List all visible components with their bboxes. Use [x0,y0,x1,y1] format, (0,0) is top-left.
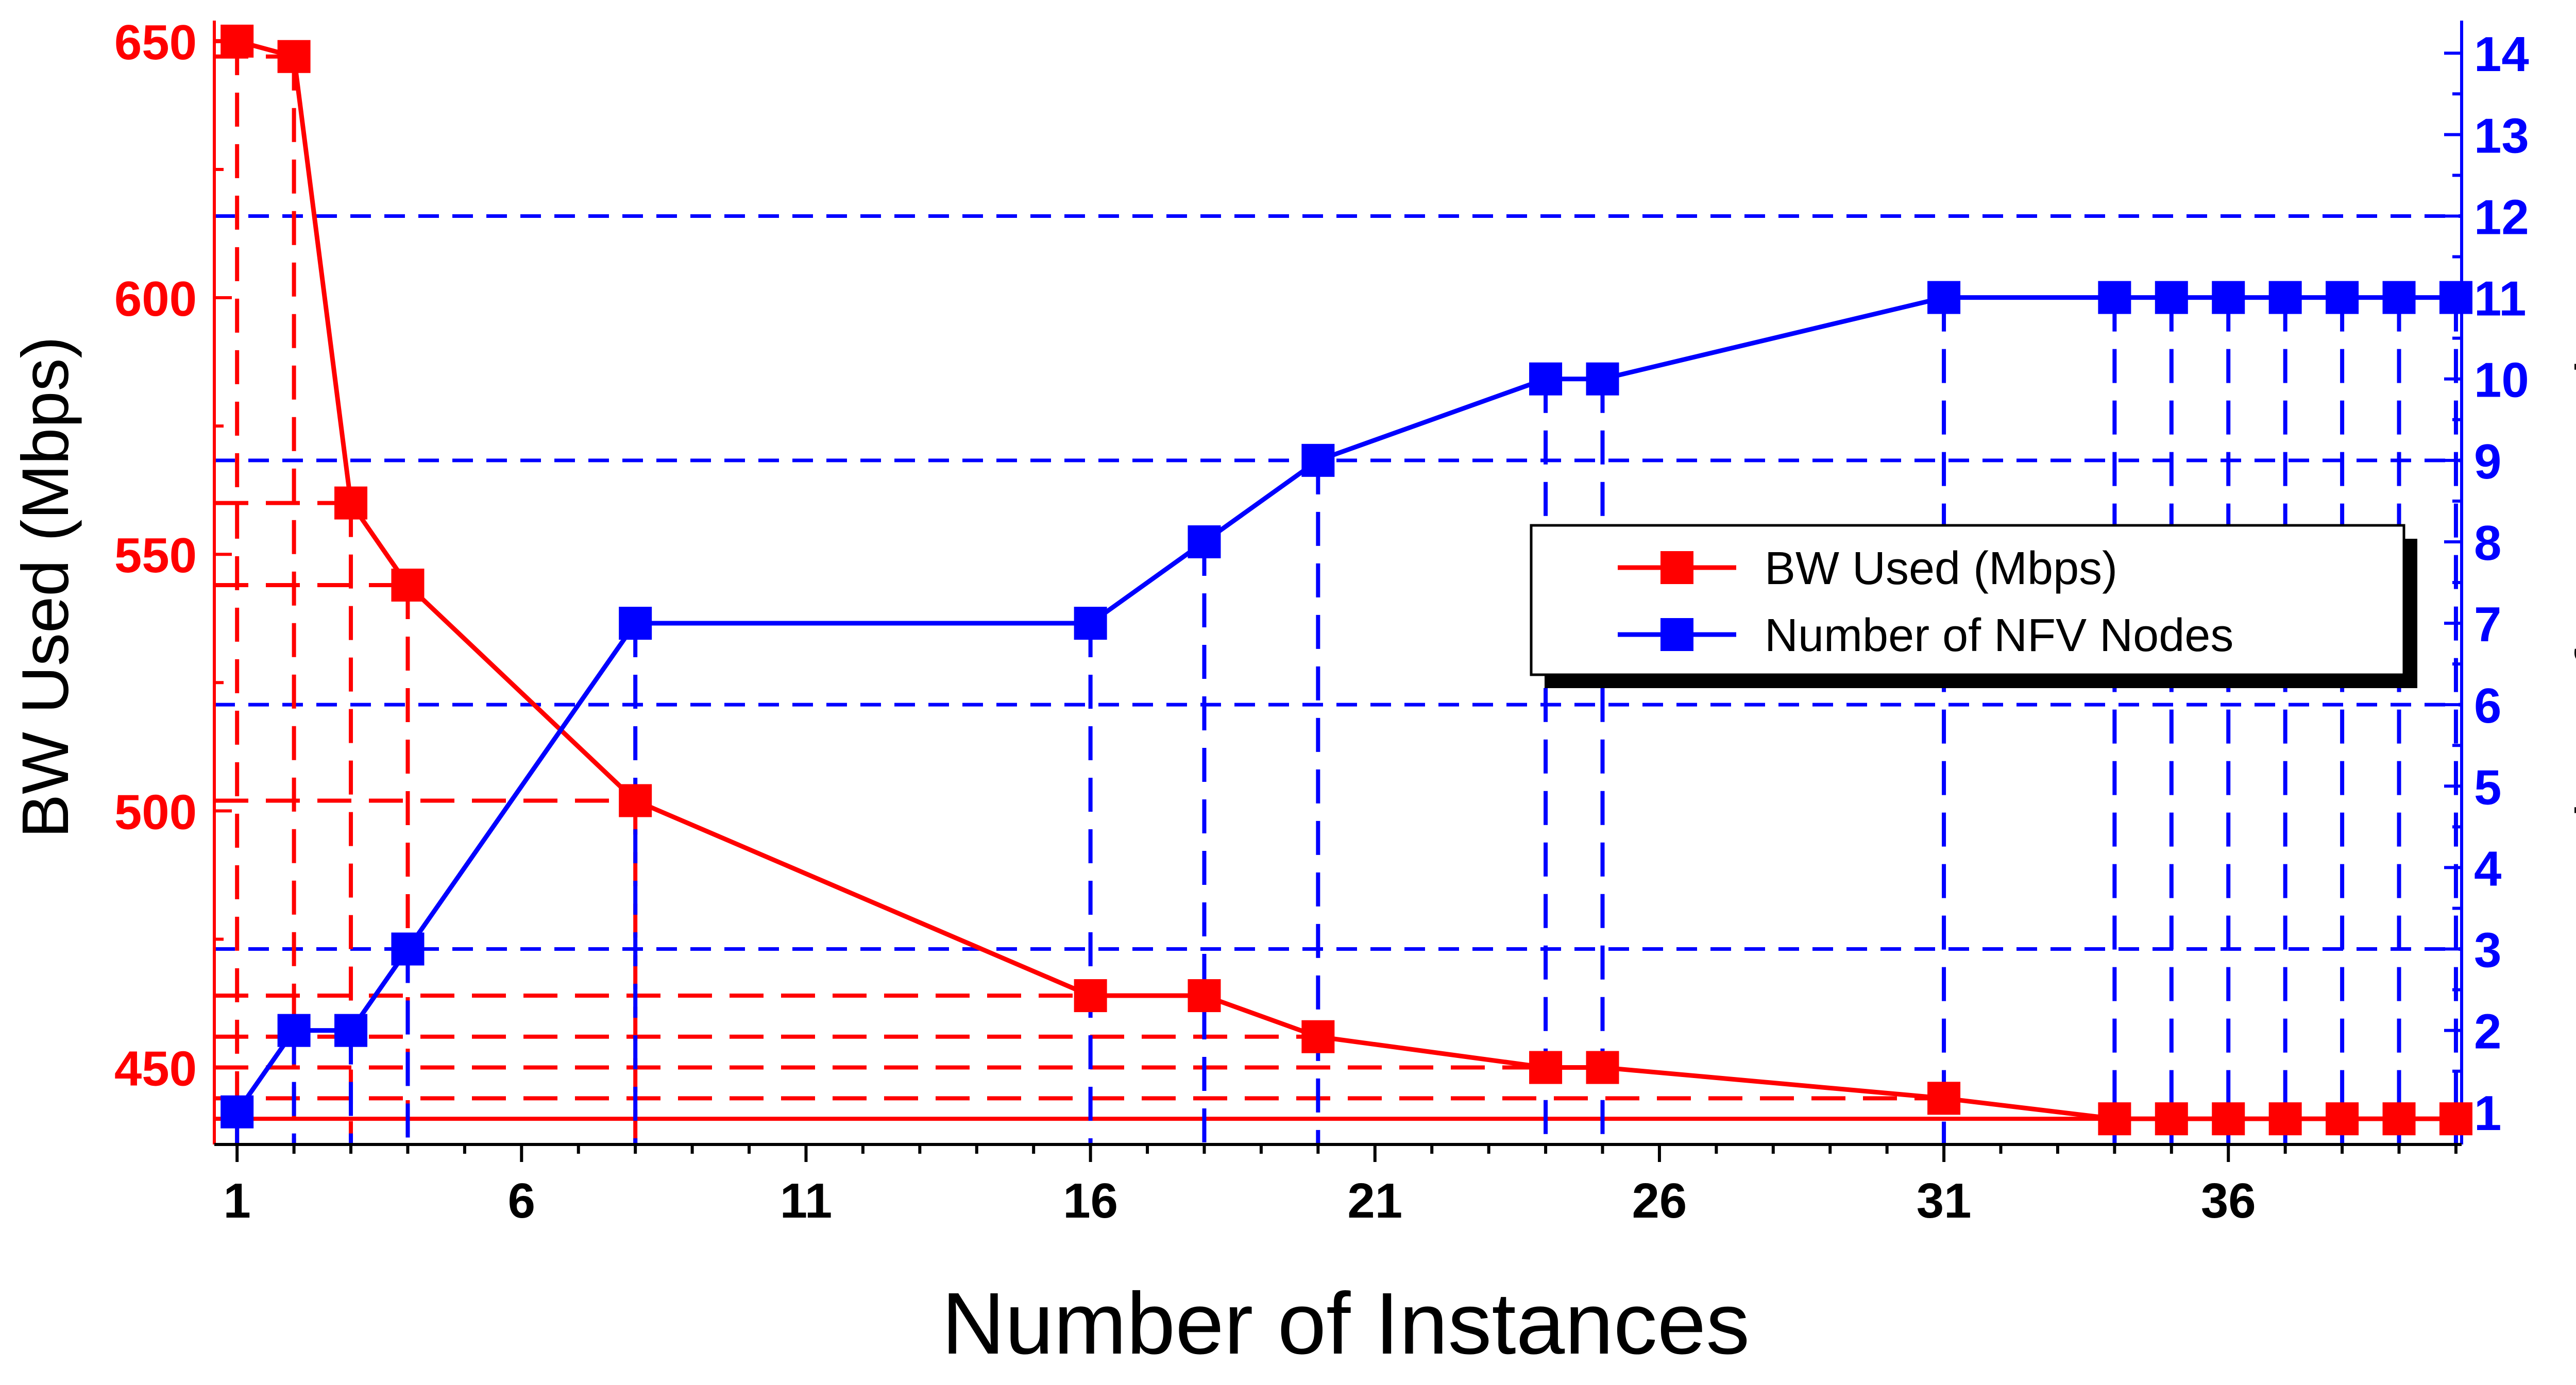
nfv-nodes-point [1586,362,1619,396]
bw-used-point [334,486,368,520]
legend-item-bw: BW Used (Mbps) [1618,543,2117,594]
bw-used-point [2326,1102,2359,1136]
bw-used-point [2268,1102,2302,1136]
bw-used-point [2212,1102,2245,1136]
legend-nfv-marker [1660,618,1693,651]
x-tick-label: 6 [508,1173,535,1228]
nfv-nodes-point [1074,607,1107,640]
bw-used-point [1074,979,1107,1013]
nfv-nodes-point [221,1095,254,1128]
series [221,24,2472,1136]
y-right-tick-label: 10 [2474,353,2529,408]
nfv-nodes-point [1529,362,1563,396]
x-tick-label: 26 [1632,1173,1687,1228]
x-axis-title: Number of Instances [942,1275,1750,1373]
legend-bw-marker [1660,551,1693,584]
legend-item-nfv: Number of NFV Nodes [1618,610,2233,661]
y-right-tick-label: 3 [2474,923,2501,978]
nfv-nodes-point [391,932,425,966]
nfv-nodes-point [1301,443,1335,477]
x-tick-label: 1 [223,1173,250,1228]
x-tick-label: 16 [1063,1173,1118,1228]
y-right-tick-label: 13 [2474,108,2529,163]
bw-used-point [1529,1051,1563,1084]
nfv-nodes-point [2439,281,2472,314]
y-right-tick-label: 8 [2474,516,2501,571]
nfv-nodes-point [619,607,652,640]
y-left-tick-label: 600 [114,271,197,327]
legend-bw-label: BW Used (Mbps) [1765,543,2117,594]
bw-used-point [1301,1020,1335,1053]
bw-used-point [1927,1082,1961,1115]
x-tick-label: 36 [2201,1173,2256,1228]
nfv-nodes-point [2155,281,2188,314]
y-right-tick-label: 4 [2474,841,2501,896]
y-right-tick-label: 7 [2474,597,2501,652]
dashed-drop-lines [214,39,2458,1144]
y-right-tick-label: 5 [2474,760,2501,815]
nfv-nodes-point [1927,281,1961,314]
y-right-tick-label: 6 [2474,678,2501,733]
bw-used-point [2155,1102,2188,1136]
y-left-tick-label: 650 [114,15,197,70]
nfv-nodes-point [2212,281,2245,314]
bw-used-point [277,40,311,73]
legend-nfv-label: Number of NFV Nodes [1765,610,2233,661]
y-right-tick-label: 1 [2474,1086,2501,1141]
bw-used-point [221,24,254,58]
x-tick-label: 21 [1347,1173,1402,1228]
nfv-nodes-point [2098,281,2131,314]
bw-used-point [2439,1102,2472,1136]
x-tick-label: 11 [780,1173,832,1228]
nfv-nodes-point [2326,281,2359,314]
y-left-tick-label: 500 [114,784,197,840]
legend: BW Used (Mbps) Number of NFV Nodes [1530,524,2417,688]
y-right-tick-label: 9 [2474,434,2501,489]
nfv-nodes-point [277,1014,311,1047]
y-left-tick-label: 550 [114,528,197,583]
nfv-nodes-point [2382,281,2416,314]
axes [213,21,2463,1162]
y-axis-left-title: BW Used (Mbps) [9,336,82,838]
nfv-nodes-point [2268,281,2302,314]
bw-used-point [2382,1102,2416,1136]
bw-used-point [391,568,425,602]
bw-used-point [2098,1102,2131,1136]
y-right-tick-label: 12 [2474,190,2529,245]
bw-used-point [1586,1051,1619,1084]
bw-used-point [1188,979,1221,1013]
y-right-tick-label: 14 [2474,27,2529,82]
nfv-nodes-point [334,1014,368,1047]
nfv-nodes-point [1188,525,1221,558]
y-right-tick-label: 11 [2474,271,2526,327]
gridlines [214,214,2462,951]
bw-used-point [619,784,652,817]
x-tick-label: 31 [1917,1173,1972,1228]
y-left-tick-label: 450 [114,1041,197,1097]
y-axis-right-title: Number of NFV Nodes [2563,290,2576,957]
y-right-tick-label: 2 [2474,1004,2501,1059]
tick-labels: 1 6 11 16 21 26 31 3645050055060065012345678910… [114,15,2529,1228]
